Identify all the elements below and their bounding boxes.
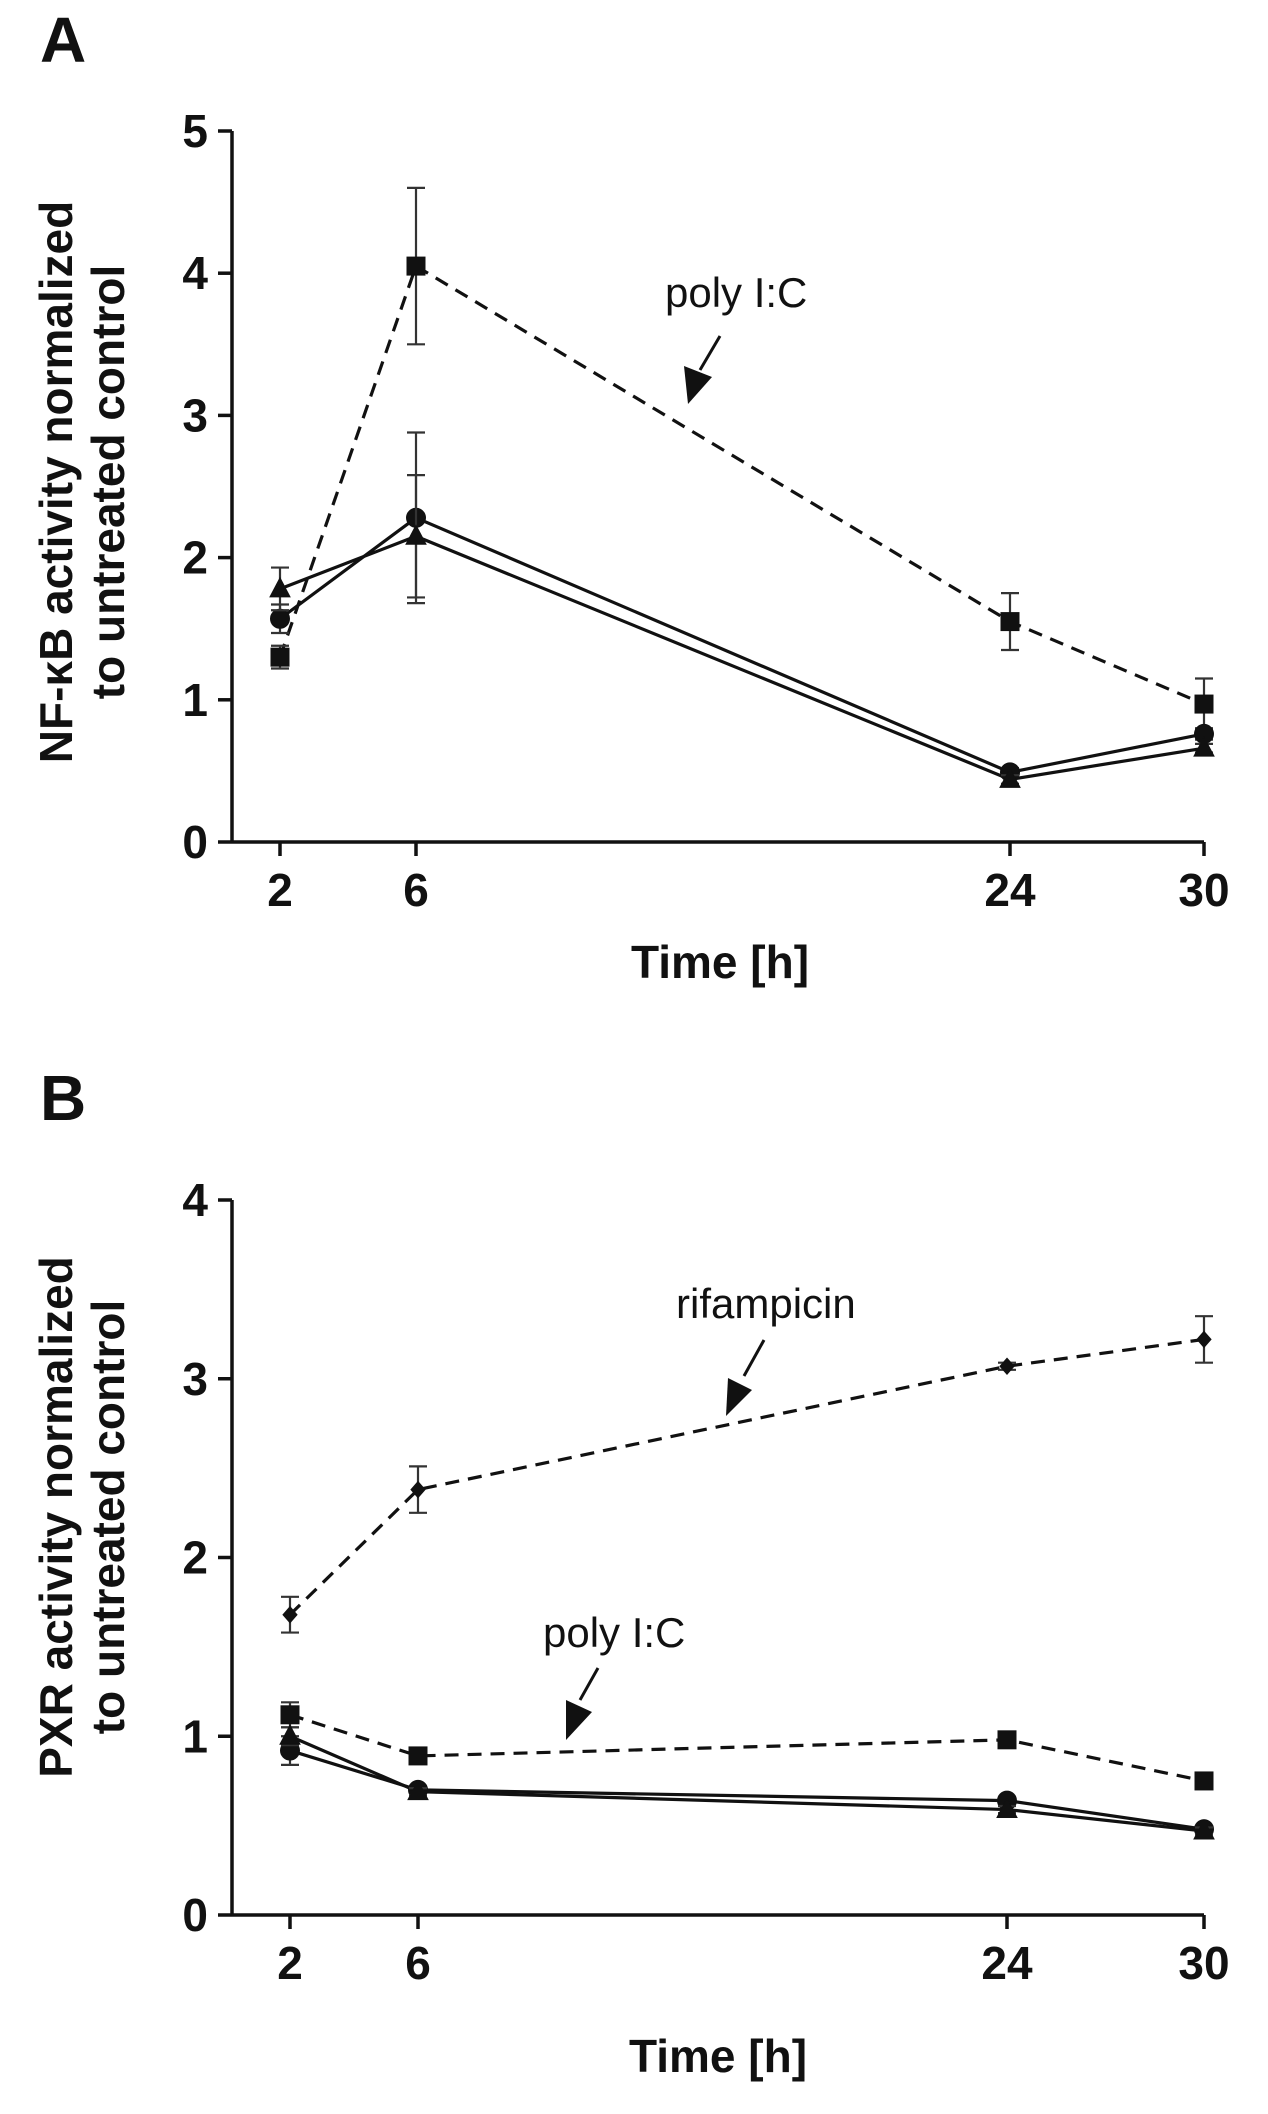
panel-a-poly-i-c-point-24 (1000, 612, 1020, 632)
panel-a-circle-series-line (279, 515, 1205, 774)
panel-b-rifampicin-label: rifampicin (676, 1280, 856, 1327)
panel-a-x-tick-label-30: 30 (1178, 864, 1229, 916)
panel-b-rifampicin-annotation: rifampicin poly I:C (543, 1280, 856, 1740)
panel-b-series-triangle-series (279, 1724, 1215, 1840)
panel-b-y-tick-label-1: 1 (182, 1710, 208, 1762)
panel-b-rifampicin-line (288, 1337, 1205, 1616)
panel-a-arrow-head (684, 366, 712, 404)
panel-a-series-triangle-series (269, 474, 1215, 788)
panel-a: A NF-κB activity normalized to untreated… (30, 4, 1230, 988)
panel-b-rifampicin-point-6 (410, 1480, 426, 1499)
panel-a-poly-i-c-line (278, 263, 1205, 706)
panel-b-rifampicin-point-24 (999, 1357, 1015, 1375)
panel-a-ylabel-line-1: NF-κB activity normalized (30, 201, 82, 763)
panel-a-y-tick-label-3: 3 (182, 389, 208, 441)
panel-b-series (279, 1315, 1215, 1840)
panel-b-x-tick-label-24: 24 (981, 1937, 1033, 1989)
panel-b-triangle-series-point-6 (407, 1779, 429, 1801)
panel-b-series-poly-i-c (280, 1701, 1214, 1791)
panel-b-x-tick-label-30: 30 (1178, 1937, 1229, 1989)
panel-b-triangle-series-point-2 (279, 1724, 301, 1745)
panel-b-poly-i-c-point-6 (408, 1746, 428, 1766)
panel-a-y-tick-label-4: 4 (182, 247, 208, 299)
panel-b-triangle-series-line (289, 1734, 1205, 1833)
panel-a-poly-i-c-point-30 (1194, 694, 1214, 714)
panel-a-x-tick-label-24: 24 (984, 864, 1036, 916)
panel-a-x-tick-label-2: 2 (267, 864, 293, 916)
panel-b-x-tick-label-6: 6 (405, 1937, 431, 1989)
panel-b-x-ticks: 2 6 24 30 (277, 1915, 1230, 1989)
panel-a-x-ticks: 2 6 24 30 (267, 842, 1230, 916)
panel-a-y-ticks: 0 1 2 3 4 5 (182, 105, 232, 868)
panel-b-rifampicin-point-2 (282, 1605, 298, 1624)
panel-a-circle-series-point-2 (270, 608, 290, 629)
panel-b-poly-ic-label: poly I:C (543, 1609, 685, 1656)
panel-a-triangle-series-point-2 (269, 576, 291, 598)
panel-b-poly-ic-arrow-head (566, 1700, 592, 1740)
panel-a-triangle-series-line (279, 534, 1205, 782)
panel-b-y-tick-label-3: 3 (182, 1353, 208, 1405)
panel-a-y-tick-label-2: 2 (182, 532, 208, 584)
panel-a-x-tick-label-6: 6 (403, 864, 429, 916)
panel-b-y-tick-label-0: 0 (182, 1889, 208, 1941)
panel-b-triangle-series-point-30 (1193, 1818, 1215, 1840)
panel-b-rifampicin-arrow-shaft (742, 1339, 766, 1377)
panel-a-ylabel-line-2: to untreated control (82, 265, 134, 699)
panel-b-poly-i-c-point-2 (280, 1705, 300, 1725)
panel-b-series-rifampicin (281, 1315, 1213, 1634)
panel-a-triangle-series-point-6 (405, 524, 427, 545)
panel-b-y-ticks: 0 1 2 3 4 (182, 1174, 232, 1941)
panel-a-y-tick-label-0: 0 (182, 816, 208, 868)
panel-a-poly-ic-annotation: poly I:C (665, 269, 807, 404)
panel-a-triangle-series-point-24 (999, 767, 1021, 788)
panel-b-xlabel: Time [h] (629, 2030, 807, 2082)
panel-b-x-tick-label-2: 2 (277, 1937, 303, 1989)
panel-b-poly-i-c-point-24 (997, 1730, 1017, 1750)
panel-a-poly-i-c-point-2 (270, 647, 290, 667)
panel-a-xlabel: Time [h] (631, 936, 809, 988)
panel-b-rifampicin-point-30 (1196, 1330, 1212, 1349)
panel-a-triangle-series-point-30 (1193, 736, 1215, 757)
panel-a-y-tick-label-1: 1 (182, 674, 208, 726)
panel-b-ylabel-line-1: PXR activity normalized (30, 1256, 82, 1778)
panel-b-rifampicin-arrow-head (726, 1378, 752, 1416)
panel-b-letter: B (40, 1062, 86, 1134)
panel-a-y-tick-label-5: 5 (182, 105, 208, 157)
panel-b-ylabel-line-2: to untreated control (82, 1300, 134, 1734)
panel-b-y-tick-label-4: 4 (182, 1174, 208, 1226)
panel-b-poly-ic-arrow-shaft (578, 1667, 600, 1701)
panel-b-y-tick-label-2: 2 (182, 1532, 208, 1584)
panel-a-arrow-shaft (698, 335, 722, 371)
panel-a-poly-ic-label: poly I:C (665, 269, 807, 316)
panel-b: B PXR activity normalized to untreated c… (30, 1062, 1230, 2082)
panel-a-poly-i-c-point-6 (406, 256, 426, 276)
panel-a-series (269, 186, 1215, 788)
panel-b-triangle-series-point-24 (996, 1797, 1018, 1819)
panel-a-letter: A (40, 4, 86, 76)
panel-b-poly-i-c-point-30 (1194, 1771, 1214, 1791)
panel-a-series-circle-series (270, 431, 1214, 783)
panel-b-circle-series-line (289, 1749, 1205, 1831)
